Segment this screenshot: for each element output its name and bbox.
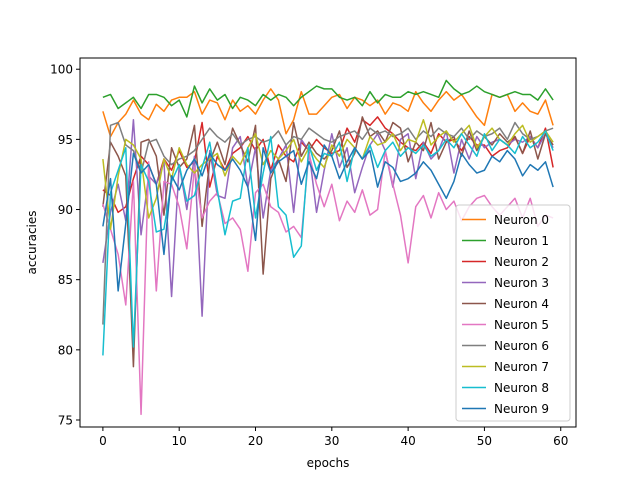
legend-label-neuron-6: Neuron 6 bbox=[494, 339, 549, 353]
series-line-neuron-6 bbox=[102, 121, 554, 325]
plot-area bbox=[102, 79, 554, 416]
x-tick-label: 10 bbox=[172, 434, 187, 448]
series-line-neuron-7 bbox=[102, 118, 554, 230]
x-axis: 0 10 20 30 40 50 60 bbox=[99, 427, 568, 448]
x-tick-label: 60 bbox=[553, 434, 568, 448]
x-axis-label: epochs bbox=[307, 456, 350, 470]
x-tick-label: 20 bbox=[248, 434, 263, 448]
x-tick-label: 30 bbox=[324, 434, 339, 448]
legend-label-neuron-3: Neuron 3 bbox=[494, 276, 549, 290]
legend-label-neuron-0: Neuron 0 bbox=[494, 213, 549, 227]
legend-label-neuron-5: Neuron 5 bbox=[494, 318, 549, 332]
series-line-neuron-8 bbox=[102, 130, 554, 356]
x-tick-label: 50 bbox=[477, 434, 492, 448]
y-tick-label: 95 bbox=[58, 133, 73, 147]
legend-label-neuron-9: Neuron 9 bbox=[494, 402, 549, 416]
y-tick-label: 75 bbox=[58, 413, 73, 427]
legend-label-neuron-1: Neuron 1 bbox=[494, 234, 549, 248]
y-tick-label: 80 bbox=[58, 343, 73, 357]
y-tick-label: 100 bbox=[50, 63, 73, 77]
y-tick-label: 90 bbox=[58, 203, 73, 217]
legend-label-neuron-4: Neuron 4 bbox=[494, 297, 549, 311]
legend-label-neuron-7: Neuron 7 bbox=[494, 360, 549, 374]
axes-frame bbox=[79, 57, 577, 428]
y-axis-label: accuracies bbox=[25, 210, 39, 274]
x-tick-label: 40 bbox=[400, 434, 415, 448]
legend: Neuron 0 Neuron 1 Neuron 2 Neuron 3 Neuron 4… bbox=[455, 204, 571, 422]
legend-label-neuron-2: Neuron 2 bbox=[494, 255, 549, 269]
series-line-neuron-0 bbox=[102, 88, 554, 138]
legend-label-neuron-8: Neuron 8 bbox=[494, 381, 549, 395]
y-tick-label: 85 bbox=[58, 273, 73, 287]
y-axis: 75 80 85 90 95 100 bbox=[50, 63, 80, 427]
x-tick-label: 0 bbox=[99, 434, 107, 448]
series-line-neuron-1 bbox=[102, 79, 554, 118]
series-line-neuron-9 bbox=[102, 144, 554, 292]
series-line-neuron-5 bbox=[102, 149, 554, 416]
